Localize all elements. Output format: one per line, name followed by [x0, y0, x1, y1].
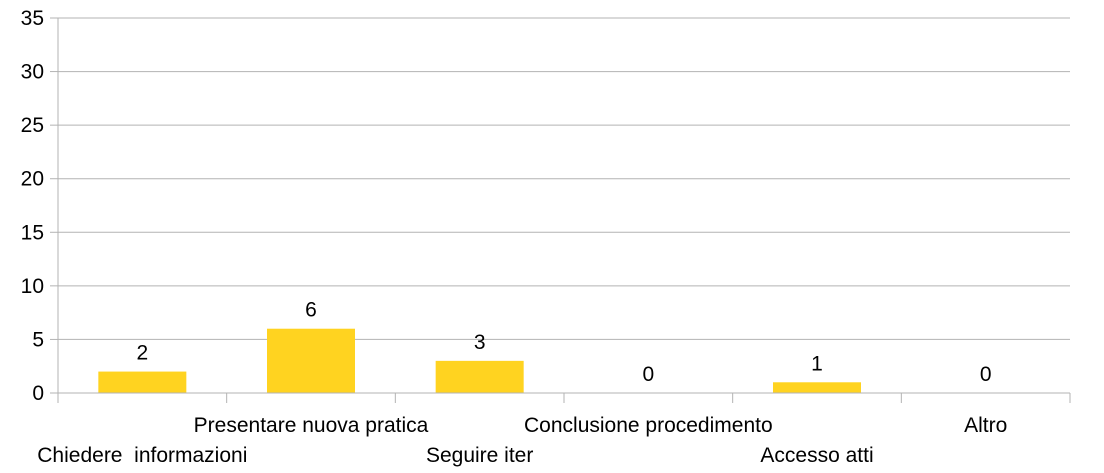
y-tick-label: 5 — [32, 328, 44, 351]
data-label-5: 0 — [980, 363, 992, 386]
axes — [57, 18, 1070, 403]
category-label-4: Accesso atti — [760, 444, 873, 467]
x-axis-ticks — [57, 393, 1071, 403]
y-tick-label: 15 — [21, 221, 44, 244]
data-label-2: 3 — [474, 331, 486, 354]
y-tick-label: 25 — [21, 114, 44, 137]
data-label-4: 1 — [811, 352, 823, 375]
category-label-2: Seguire iter — [426, 444, 533, 467]
data-label-3: 0 — [642, 363, 654, 386]
data-label-0: 2 — [136, 342, 148, 365]
bar-0 — [98, 371, 187, 393]
bars — [98, 328, 861, 393]
category-label-3: Conclusione procedimento — [524, 414, 773, 437]
data-label-1: 6 — [305, 299, 317, 322]
y-tick-label: 0 — [32, 382, 44, 405]
y-tick-label: 30 — [21, 61, 44, 84]
y-tick-label: 10 — [21, 275, 44, 298]
bar-2 — [435, 360, 524, 393]
y-tick-label: 35 — [21, 7, 44, 30]
category-label-1: Presentare nuova pratica — [194, 414, 429, 437]
bar-1 — [267, 328, 355, 393]
bar-4 — [773, 382, 861, 393]
category-label-5: Altro — [964, 414, 1007, 437]
y-tick-label: 20 — [21, 168, 44, 191]
category-labels: Chiedere informazioni Presentare nuova pr… — [37, 414, 1007, 467]
gridlines — [58, 17, 1070, 394]
category-label-0: Chiedere informazioni — [37, 444, 247, 467]
y-axis-ticks: 0 5 10 15 20 25 30 35 — [21, 7, 58, 405]
data-labels: 2 6 3 0 1 0 — [136, 299, 991, 386]
